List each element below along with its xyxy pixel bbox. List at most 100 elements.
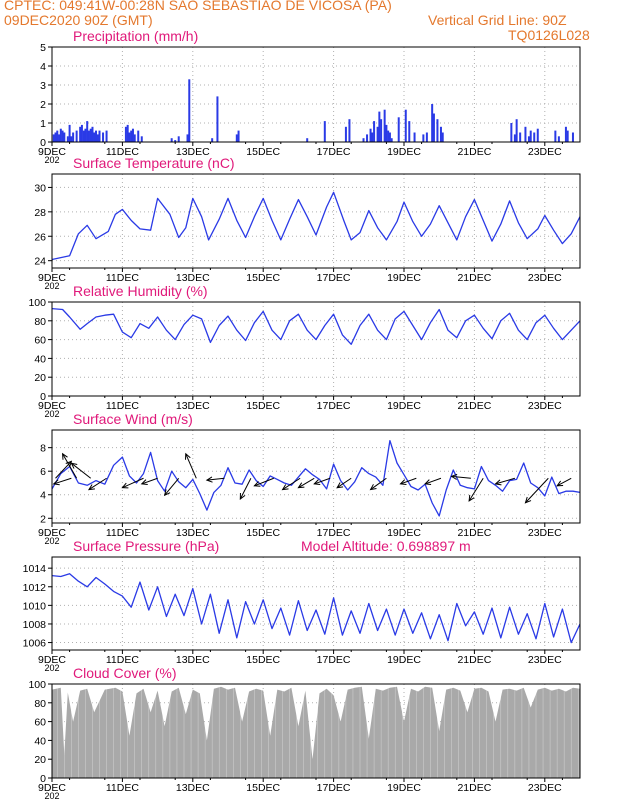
- pressure-xtick-label: 11DEC: [106, 654, 139, 666]
- precipitation-bar: [425, 132, 428, 142]
- cloud-ytick-label: 80: [34, 698, 46, 710]
- precipitation-bar: [105, 130, 108, 142]
- precipitation-bar: [431, 104, 434, 142]
- precipitation-bar: [378, 111, 381, 142]
- wind-arrow-head: [61, 452, 68, 460]
- temperature-ytick-label: 30: [34, 182, 46, 194]
- cloud-ytick-label: 0: [40, 773, 46, 785]
- precipitation-frame: [51, 46, 581, 143]
- cloud-title: Cloud Cover (%): [73, 665, 177, 681]
- temperature-year-label: 202: [44, 281, 59, 291]
- temperature-ytick-label: 24: [34, 256, 46, 268]
- pressure-ytick-label: 1008: [23, 619, 47, 631]
- precipitation-bar: [96, 134, 99, 142]
- precipitation-bar: [557, 136, 560, 142]
- temperature-title: Surface Temperature (nC): [73, 155, 235, 171]
- precipitation-bar: [86, 121, 89, 142]
- precipitation-bar: [126, 124, 129, 142]
- wind-arrow-head: [281, 484, 289, 491]
- precipitation-bar: [186, 134, 189, 142]
- precipitation-bar: [75, 130, 78, 142]
- humidity-frame: [51, 301, 581, 397]
- precipitation-ytick-label: 2: [40, 99, 46, 111]
- pressure-ytick-label: 1006: [23, 638, 47, 650]
- wind-ytick-label: 2: [40, 513, 46, 525]
- wind-arrow: [88, 477, 107, 490]
- precipitation-xtick-label: 17DEC: [317, 146, 351, 158]
- precipitation-bar: [188, 79, 191, 142]
- wind-xtick-label: 23DEC: [528, 527, 562, 539]
- precipitation-xtick-label: 13DEC: [176, 146, 210, 158]
- precipitation-bar: [515, 119, 518, 142]
- precipitation-bar: [366, 134, 369, 142]
- humidity-xtick-label: 9DEC: [38, 400, 66, 412]
- precipitation-bar: [79, 126, 82, 142]
- precipitation-bar: [56, 130, 59, 142]
- precipitation-bar: [371, 132, 374, 142]
- precipitation-bar: [344, 126, 347, 142]
- wind-xtick-label: 21DEC: [457, 527, 491, 539]
- wind-arrow-head: [52, 479, 60, 486]
- precipitation-bar: [95, 130, 97, 142]
- precipitation-bar: [98, 130, 101, 142]
- temperature-xtick-label: 9DEC: [38, 272, 66, 284]
- wind-arrow: [206, 477, 225, 481]
- precipitation-bar: [397, 117, 400, 142]
- precipitation-bar: [174, 140, 177, 142]
- humidity-xtick-label: 19DEC: [387, 400, 421, 412]
- wind-arrow-head: [556, 480, 564, 487]
- wind-arrow-head: [87, 484, 95, 491]
- wind-arrow: [141, 477, 158, 485]
- precipitation-bar: [362, 138, 365, 142]
- precipitation-bar: [323, 121, 326, 142]
- precipitation-bar: [93, 132, 96, 142]
- precipitation-bar: [70, 136, 73, 142]
- precipitation-bar: [140, 136, 143, 142]
- temperature-xtick-label: 19DEC: [387, 272, 421, 284]
- precipitation-bar: [533, 132, 536, 142]
- precipitation-bar: [571, 132, 574, 142]
- precipitation-bar: [91, 126, 94, 142]
- wind-arrow: [62, 453, 78, 479]
- precipitation-bar: [235, 134, 238, 142]
- precipitation-bar: [306, 138, 309, 142]
- precipitation-xtick-label: 23DEC: [528, 146, 562, 158]
- header-date: 09DEC2020 90Z (GMT): [4, 12, 153, 28]
- wind-arrow-head: [297, 482, 305, 489]
- pressure-xtick-label: 23DEC: [528, 654, 562, 666]
- precipitation-ytick-label: 3: [40, 80, 46, 92]
- cloud-xtick-label: 11DEC: [106, 782, 139, 794]
- cloud-xtick-label: 9DEC: [38, 782, 66, 794]
- wind-xtick-label: 15DEC: [246, 527, 280, 539]
- humidity-line: [51, 307, 581, 345]
- wind-arrow: [314, 477, 331, 485]
- precipitation-bar: [237, 130, 240, 142]
- precipitation-xtick-label: 19DEC: [387, 146, 421, 158]
- precipitation-bar: [432, 113, 435, 142]
- pressure-year-label: 202: [44, 663, 59, 673]
- precipitation-bar: [527, 136, 530, 142]
- precipitation-bar: [413, 132, 416, 142]
- precipitation-bar: [211, 138, 214, 142]
- humidity-ytick-label: 60: [34, 335, 46, 347]
- pressure-xtick-label: 21DEC: [457, 654, 491, 666]
- wind-arrow: [556, 477, 572, 487]
- humidity-ytick-label: 20: [34, 372, 46, 384]
- precipitation-xtick-label: 11DEC: [106, 146, 139, 158]
- wind-ytick-label: 6: [40, 466, 46, 478]
- precipitation-bar: [61, 130, 64, 142]
- temperature-xtick-label: 21DEC: [457, 272, 491, 284]
- precipitation-bar: [536, 128, 539, 142]
- precipitation-bar: [87, 130, 90, 142]
- pressure-ytick-label: 1010: [23, 600, 47, 612]
- wind-arrow-head: [163, 489, 171, 497]
- precipitation-ytick-label: 5: [40, 42, 46, 54]
- temperature-ytick-label: 28: [34, 207, 46, 219]
- wind-arrow: [55, 460, 72, 479]
- wind-title: Surface Wind (m/s): [73, 411, 193, 427]
- precipitation-bar: [102, 132, 105, 142]
- pressure-xtick-label: 13DEC: [176, 654, 210, 666]
- temperature-xtick-label: 17DEC: [317, 272, 351, 284]
- wind-arrow: [424, 477, 442, 485]
